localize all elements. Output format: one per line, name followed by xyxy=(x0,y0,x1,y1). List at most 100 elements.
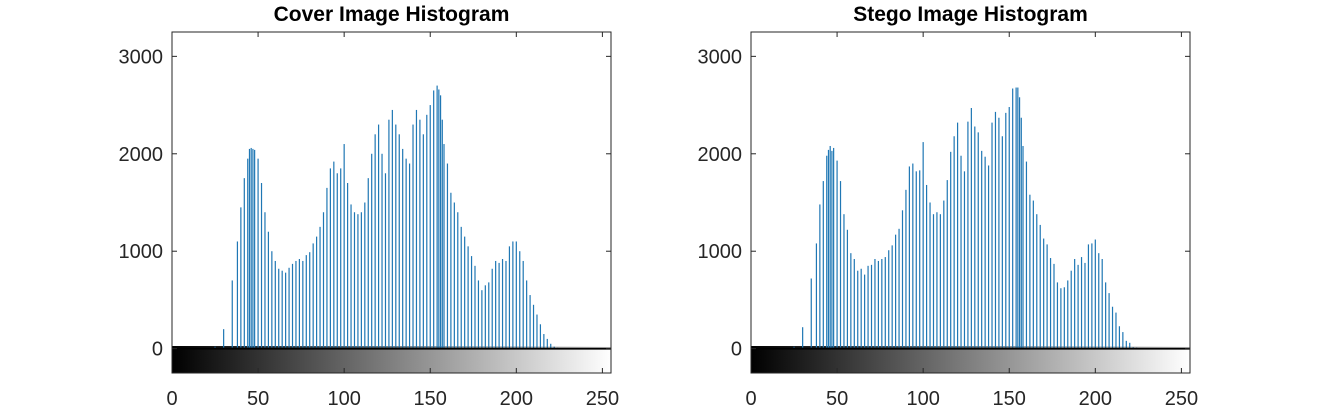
histogram-bar xyxy=(309,252,311,349)
histogram-bar xyxy=(543,334,545,349)
histogram-bar xyxy=(1043,238,1045,349)
histogram-bar xyxy=(436,85,438,349)
histogram-bar xyxy=(815,243,818,349)
histogram-bar xyxy=(316,236,318,349)
histogram-bar xyxy=(326,187,328,349)
histogram-bar xyxy=(347,183,349,349)
histogram-bar xyxy=(1018,97,1021,349)
histogram-bar xyxy=(274,260,276,349)
histogram-bar xyxy=(546,338,548,349)
x-tick-label: 150 xyxy=(993,388,1026,410)
histogram-bar xyxy=(364,202,366,349)
histogram-bar xyxy=(912,163,914,349)
histogram-bar xyxy=(994,111,997,349)
histogram-bar xyxy=(388,119,390,349)
histogram-bar xyxy=(1056,282,1059,349)
histogram-bar xyxy=(408,163,411,349)
histogram-bar xyxy=(870,264,873,349)
histogram-bar xyxy=(367,178,369,349)
histogram-bar xyxy=(377,124,380,349)
histogram-bar xyxy=(336,173,338,349)
histogram-bar xyxy=(384,173,387,349)
y-tick-label: 3000 xyxy=(698,46,743,68)
histogram-bar xyxy=(439,95,442,349)
histogram-bar xyxy=(829,145,831,349)
chart-title: Stego Image Histogram xyxy=(853,3,1088,26)
histogram-bar xyxy=(1070,270,1072,349)
histogram-bar xyxy=(223,329,225,349)
histogram-bar xyxy=(357,214,359,349)
histogram-bar xyxy=(1108,293,1110,349)
histogram-bar xyxy=(1029,194,1031,349)
histogram-bar xyxy=(1098,253,1100,349)
x-tick-label: 100 xyxy=(327,388,360,410)
histogram-bar xyxy=(298,259,300,349)
histogram-bar xyxy=(512,241,514,349)
histogram-bar xyxy=(231,280,233,349)
histogram-bar xyxy=(1080,257,1083,349)
histogram-bar xyxy=(898,228,900,349)
histogram-bar xyxy=(926,184,928,349)
histogram-bar xyxy=(963,171,966,349)
histogram-bar xyxy=(1036,214,1038,349)
x-tick-label: 200 xyxy=(1079,388,1112,410)
chart-title: Cover Image Histogram xyxy=(274,3,510,26)
histogram-bar xyxy=(281,270,283,349)
histogram-bar xyxy=(438,89,440,349)
histogram-bar xyxy=(360,212,362,349)
histogram-bar xyxy=(905,189,907,349)
histogram-bar xyxy=(305,255,307,349)
histogram-bar xyxy=(827,149,830,349)
histogram-bar xyxy=(371,153,373,349)
x-tick-label: 200 xyxy=(500,388,533,410)
histogram-bar xyxy=(839,181,842,349)
histogram-bar xyxy=(429,105,431,349)
histogram-bar xyxy=(970,107,972,349)
x-tick-label: 50 xyxy=(247,388,269,410)
histogram-bar xyxy=(867,265,869,349)
y-tick-label: 1000 xyxy=(698,241,743,263)
histogram-bar xyxy=(267,231,270,349)
x-tick-label: 150 xyxy=(414,388,447,410)
histogram-bar xyxy=(1046,244,1048,349)
histogram-bar xyxy=(470,256,473,349)
histogram-bar xyxy=(1115,312,1117,349)
histogram-bar xyxy=(987,165,990,349)
histogram-bar xyxy=(254,149,256,349)
y-tick-label: 2000 xyxy=(698,144,743,166)
histogram-bar xyxy=(998,117,1000,349)
axes-box xyxy=(171,31,612,374)
histogram-bar xyxy=(1094,239,1096,349)
histogram-bar xyxy=(481,290,483,349)
histogram-bar xyxy=(831,150,833,349)
histogram-bar xyxy=(312,243,314,349)
histogram-bar xyxy=(1125,340,1127,349)
histogram-bar xyxy=(895,234,897,349)
histogram-bar xyxy=(501,259,504,349)
histogram-bar xyxy=(1060,288,1062,349)
x-tick-label: 250 xyxy=(586,388,619,410)
histogram-bar xyxy=(977,132,979,349)
histogram-bar xyxy=(1005,112,1007,349)
histogram-bar xyxy=(433,90,435,349)
histogram-bar xyxy=(457,212,459,349)
histogram-bar xyxy=(288,267,290,349)
histogram-bar xyxy=(901,210,904,349)
histogram-bar xyxy=(495,260,497,349)
histogram-bar xyxy=(891,245,893,349)
histogram-bar xyxy=(295,260,297,349)
histogram-bar xyxy=(498,262,500,349)
histogram-bar xyxy=(984,156,986,349)
histogram-bar xyxy=(846,229,849,349)
histogram-bar xyxy=(874,259,876,349)
histogram-bar xyxy=(884,257,886,349)
histogram-bar xyxy=(833,147,835,349)
histogram-bar xyxy=(974,126,976,349)
histogram-bar xyxy=(450,192,452,349)
histogram-bar xyxy=(250,147,252,349)
histogram-bar xyxy=(484,285,486,349)
histogram-bar xyxy=(1067,280,1069,349)
histogram-bar xyxy=(248,148,251,349)
histogram-bar xyxy=(932,214,935,349)
